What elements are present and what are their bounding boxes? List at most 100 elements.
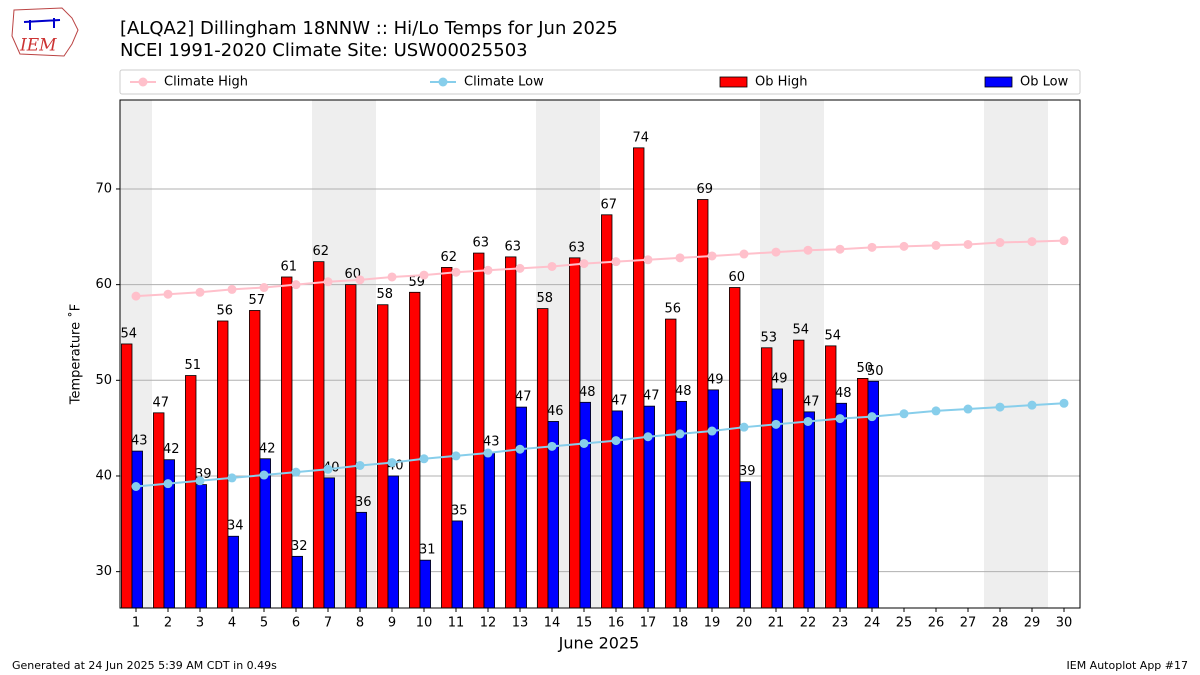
bar [217,320,229,609]
value-label: 43 [131,434,148,449]
climate-point [611,436,621,446]
climate-point [1059,398,1069,408]
bar [419,559,431,609]
value-label: 50 [867,364,884,379]
climate-point [579,259,589,269]
x-tick-label: 28 [992,616,1009,631]
value-label: 63 [568,240,585,255]
y-tick-label: 50 [95,373,112,388]
climate-point [835,414,845,424]
bar [377,304,389,609]
x-tick-label: 10 [416,616,433,631]
bar [601,214,613,609]
climate-point [611,257,621,267]
climate-point [387,272,397,282]
value-label: 46 [547,404,564,419]
climate-point [643,432,653,442]
x-tick-label: 6 [292,616,300,631]
bar [633,147,645,609]
legend-label: Climate High [164,75,248,90]
bar [281,276,293,609]
climate-point [739,249,749,259]
climate-point [899,409,909,419]
climate-point [899,241,909,251]
climate-point [547,261,557,271]
climate-point [707,426,717,436]
bar [483,451,495,609]
value-label: 53 [760,330,777,345]
bar [569,257,581,609]
climate-point [483,448,493,458]
legend-swatch [719,76,748,88]
value-label: 43 [483,435,500,450]
bar [515,406,527,609]
climate-line [135,402,1065,488]
bar [409,291,421,609]
climate-point [131,291,141,301]
bar [227,535,239,609]
bar [739,481,751,609]
y-tick-label: 30 [95,564,112,579]
footer-right: IEM Autoplot App #17 [1067,659,1189,672]
bar [323,477,335,609]
x-tick-label: 3 [196,616,204,631]
chart-subtitle: NCEI 1991-2020 Climate Site: USW00025503 [120,40,528,61]
value-label: 67 [600,197,617,212]
bar [665,318,677,609]
bar [697,199,709,609]
value-label: 47 [152,395,169,410]
climate-point [195,287,205,297]
climate-point [803,245,813,255]
climate-point [483,265,493,275]
x-tick-label: 27 [960,616,977,631]
climate-point [323,277,333,287]
value-label: 32 [291,539,308,554]
climate-point [323,464,333,474]
bar [761,347,773,609]
climate-point [739,422,749,432]
logo-outline [11,7,79,57]
bar [121,343,133,609]
climate-point [675,429,685,439]
x-tick-label: 2 [164,616,172,631]
climate-point [771,247,781,257]
value-label: 36 [355,495,372,510]
bar [441,267,453,609]
bar [579,401,591,609]
climate-point [931,240,941,250]
value-label: 62 [312,244,329,259]
bar [803,411,815,609]
value-label: 48 [835,386,852,401]
x-tick-label: 9 [388,616,396,631]
value-label: 54 [120,326,137,341]
value-label: 56 [216,303,233,318]
value-label: 61 [280,259,297,274]
x-axis-label: June 2025 [558,634,640,653]
value-label: 34 [227,519,244,534]
value-label: 58 [376,287,393,302]
climate-point [963,404,973,414]
x-tick-label: 13 [512,616,529,631]
x-tick-label: 25 [896,616,913,631]
bar [195,484,207,609]
x-tick-label: 7 [324,616,332,631]
legend-marker [438,77,448,87]
footer-left: Generated at 24 Jun 2025 5:39 AM CDT in … [12,659,277,672]
x-tick-label: 29 [1024,616,1041,631]
value-label: 54 [792,323,809,338]
climate-point [995,402,1005,412]
y-axis-label: Temperature ˚F [68,304,84,405]
plot-frame [119,99,1081,609]
climate-point [1027,237,1037,247]
value-label: 47 [643,389,660,404]
climate-point [163,479,173,489]
climate-point [963,239,973,249]
value-label: 60 [728,270,745,285]
climate-point [547,441,557,451]
x-tick-label: 24 [864,616,881,631]
climate-point [291,280,301,290]
value-label: 63 [504,239,521,254]
value-label: 51 [184,358,201,373]
